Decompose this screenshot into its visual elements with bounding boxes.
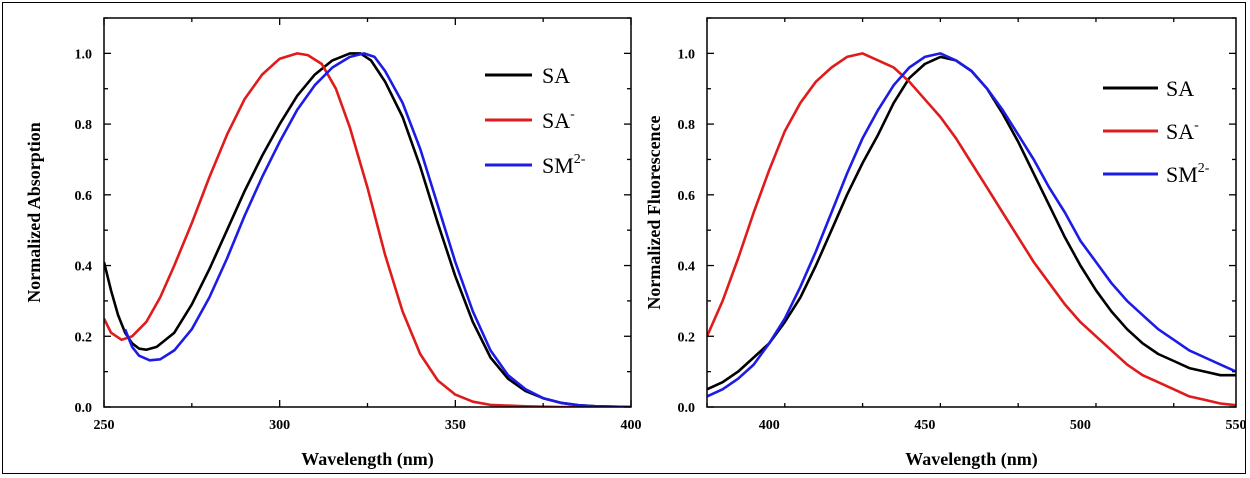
legend-label-base: SA	[1166, 76, 1194, 101]
absorption-series-line-sm2-	[123, 52, 631, 407]
legend-label-superscript: 2-	[574, 152, 586, 167]
legend-label-base: SM	[542, 153, 574, 178]
fluorescence-legend-label: SA	[1166, 76, 1194, 101]
fluorescence-panel: 400 450 500 5500.00.20.40.60.81.0SASA-SM2- …	[644, 17, 1247, 470]
fluorescence-y-tick-label: 0.2	[678, 330, 696, 345]
fluorescence-series-line-sa	[707, 55, 1236, 391]
fluorescence-y-tick-label: 0.4	[678, 260, 696, 275]
absorption-y-tick-label: 0.6	[75, 189, 93, 204]
absorption-legend-label: SA	[542, 63, 570, 88]
absorption-y-tick-label: 0.0	[75, 401, 93, 416]
fluorescence-legend-label: SA-	[1166, 118, 1199, 144]
fluorescence-y-axis-title: Normalized Fluorescence	[644, 115, 664, 309]
absorption-y-tick-label: 0.4	[75, 260, 93, 275]
absorption-panel: 250 300 350 4000.00.20.40.60.81.0SASA-SM2- …	[24, 17, 642, 470]
fluorescence-x-tick-label: 450	[914, 418, 935, 433]
fluorescence-x-tick-label: 550	[1226, 418, 1247, 433]
fluorescence-x-tick-label: 400	[759, 418, 780, 433]
legend-label-superscript: -	[1194, 118, 1199, 133]
fluorescence-y-tick-label: 0.8	[678, 118, 696, 133]
absorption-x-tick-label: 400	[621, 418, 642, 433]
legend-label-base: SM	[1166, 162, 1198, 187]
fluorescence-x-axis-title: Wavelength (nm)	[905, 449, 1038, 470]
absorption-y-tick-label: 1.0	[75, 47, 93, 62]
legend-label-superscript: -	[570, 107, 575, 122]
legend-label-base: SA	[542, 63, 570, 88]
absorption-y-tick-label: 0.2	[75, 330, 93, 345]
fluorescence-series-line-sa-	[707, 52, 1236, 407]
absorption-series-line-sa	[104, 52, 631, 407]
legend-label-superscript: 2-	[1198, 161, 1210, 176]
absorption-legend-label: SM2-	[542, 152, 586, 178]
fluorescence-y-tick-label: 0.0	[678, 401, 696, 416]
fluorescence-legend-label: SM2-	[1166, 161, 1210, 187]
absorption-x-axis-title: Wavelength (nm)	[301, 449, 434, 470]
fluorescence-series-line-sm2-	[707, 52, 1236, 398]
legend-label-base: SA	[1166, 119, 1194, 144]
fluorescence-y-tick-label: 1.0	[678, 47, 696, 62]
absorption-legend-label: SA-	[542, 107, 575, 133]
absorption-x-tick-label: 350	[445, 418, 466, 433]
absorption-x-tick-label: 250	[94, 418, 115, 433]
absorption-x-tick-label: 300	[269, 418, 290, 433]
fluorescence-y-tick-label: 0.6	[678, 189, 696, 204]
absorption-y-tick-label: 0.8	[75, 118, 93, 133]
absorption-series-line-sa-	[104, 52, 631, 407]
legend-label-base: SA	[542, 108, 570, 133]
absorption-y-axis-title: Normalized Absorption	[24, 122, 44, 303]
fluorescence-x-tick-label: 500	[1070, 418, 1091, 433]
fluorescence-axes-frame	[706, 17, 1237, 408]
